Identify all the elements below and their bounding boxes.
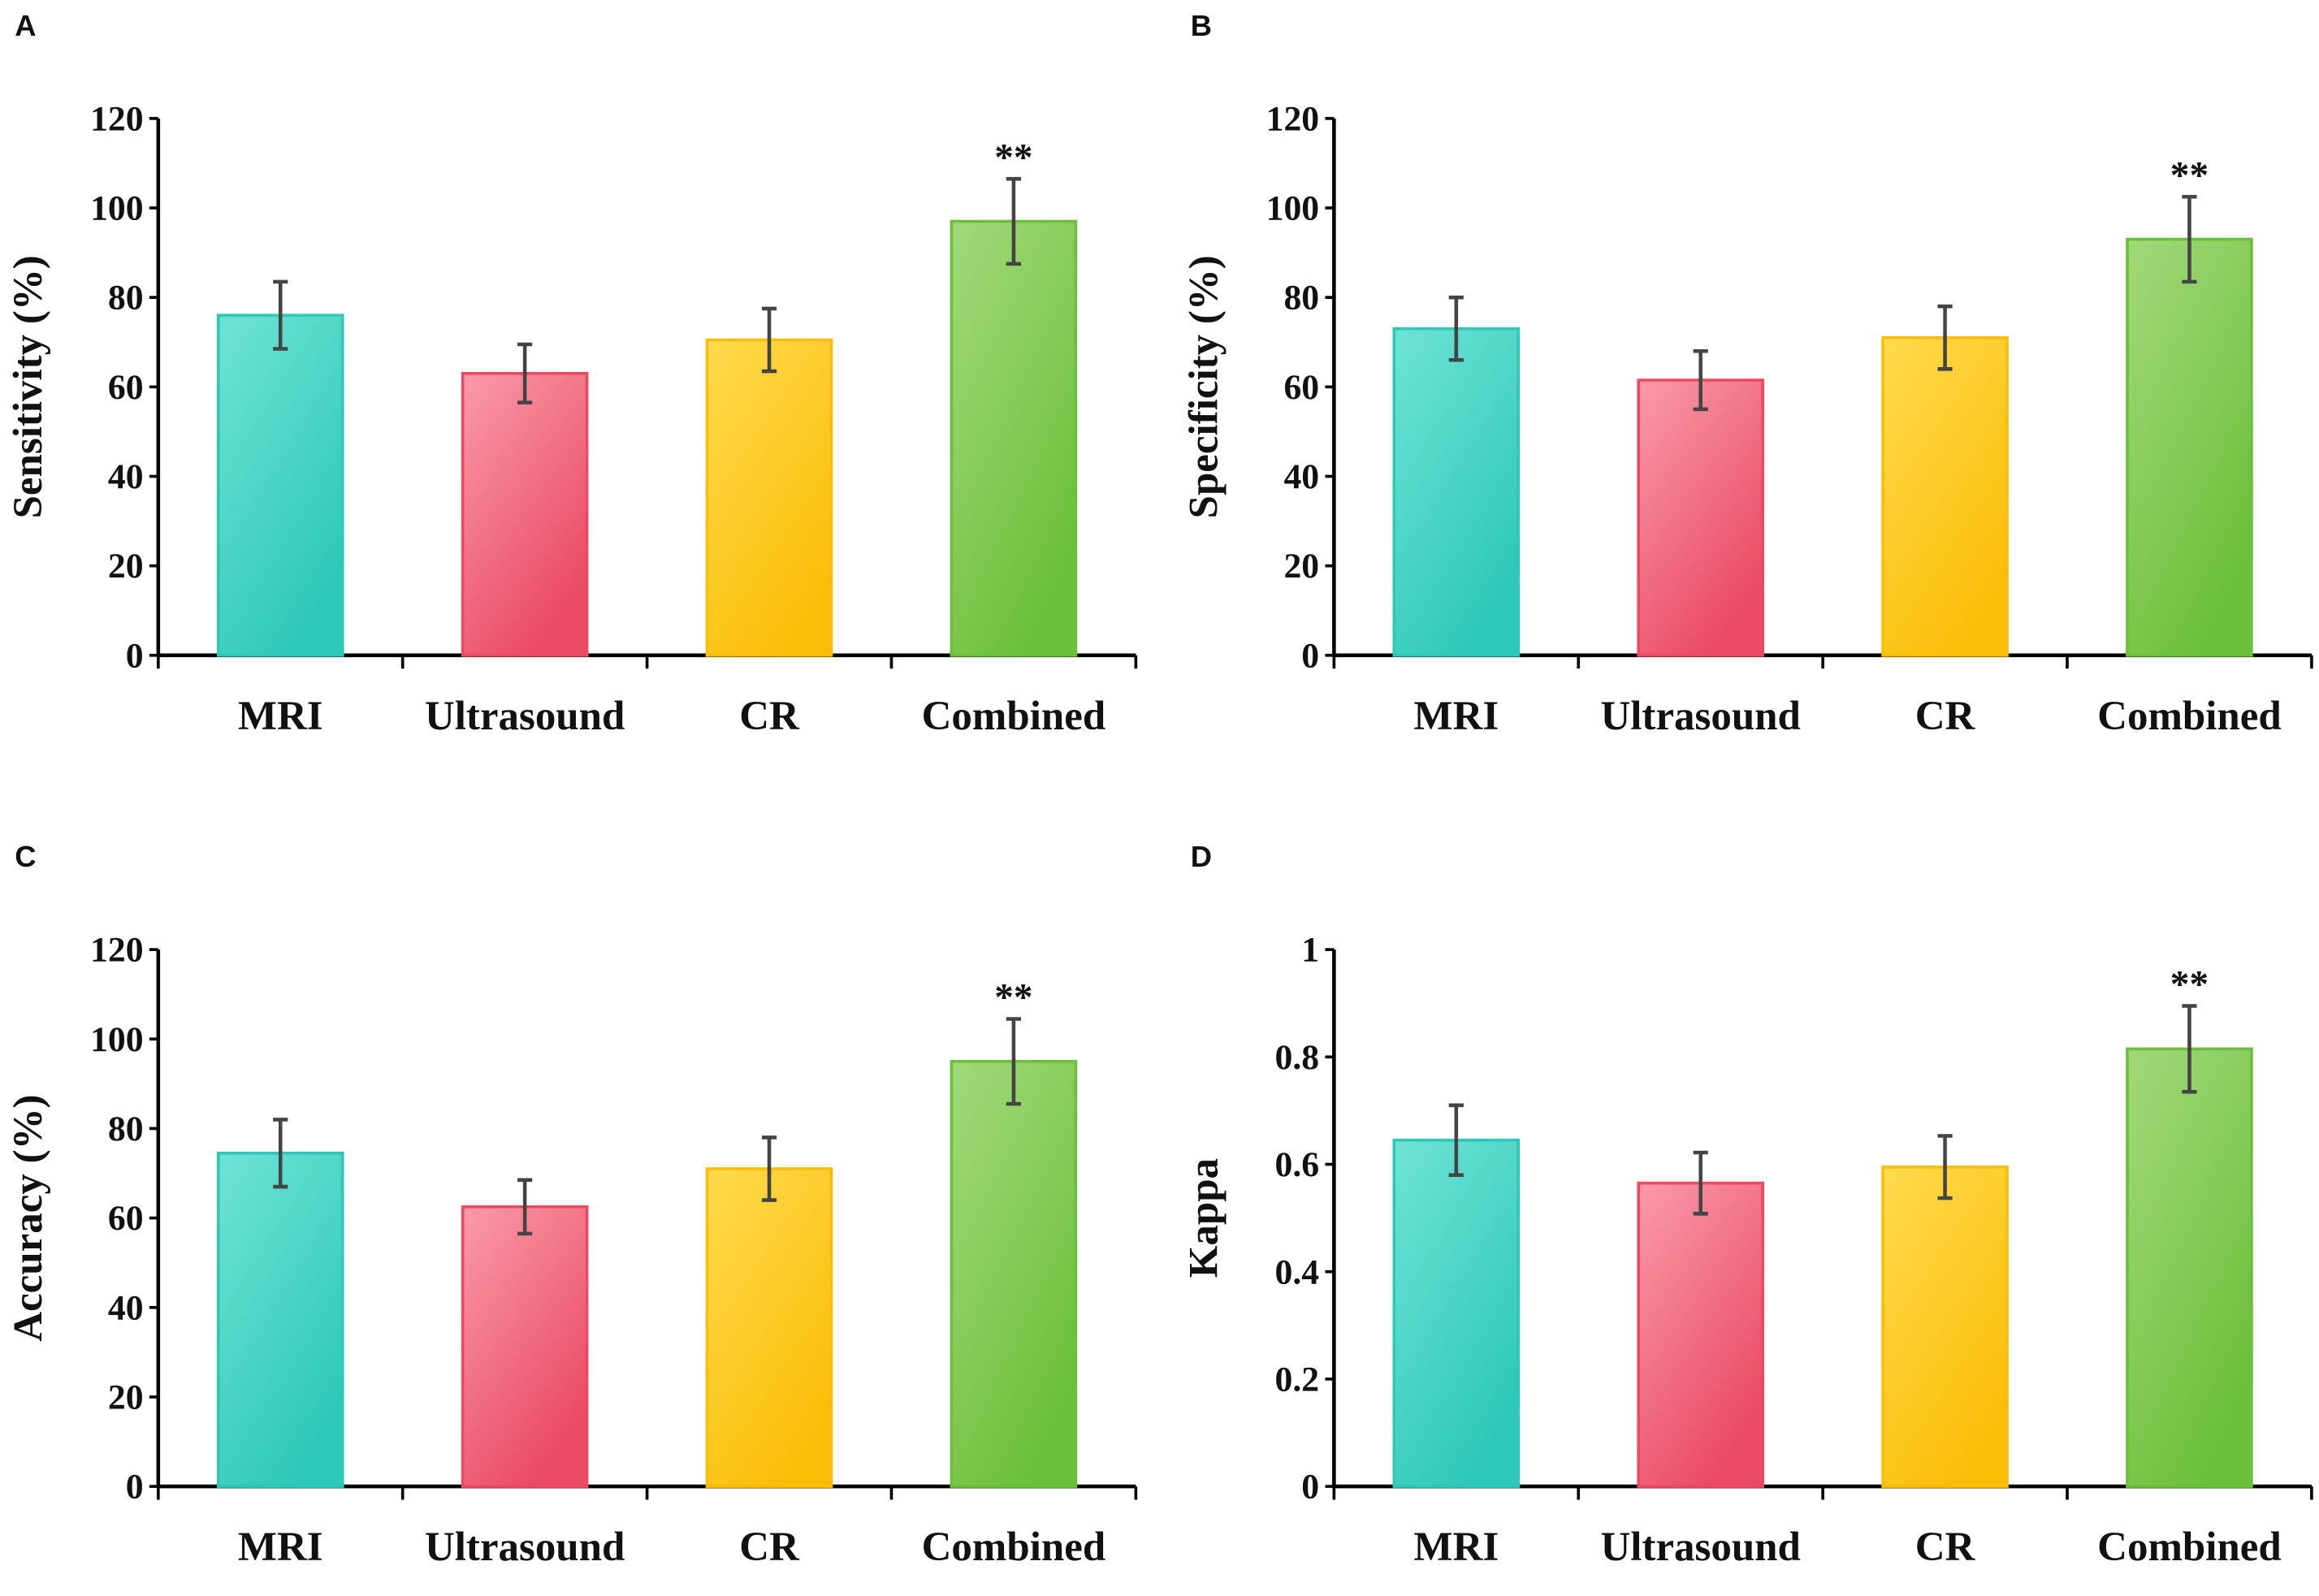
bar-mri bbox=[216, 314, 344, 657]
bar-cr bbox=[1881, 1165, 2009, 1488]
bar-ultrasound bbox=[1637, 378, 1764, 657]
y-tick-label: 0.4 bbox=[1275, 1252, 1320, 1291]
y-tick-label: 20 bbox=[108, 1378, 144, 1417]
bar-mri bbox=[1392, 1138, 1521, 1488]
x-tick-label: MRI bbox=[238, 1525, 323, 1570]
panel-letter: D bbox=[1191, 840, 1212, 873]
x-tick-label: MRI bbox=[1413, 1525, 1499, 1570]
significance-marker: ** bbox=[2170, 154, 2209, 197]
x-tick-label: CR bbox=[739, 1525, 800, 1570]
y-tick-label: 80 bbox=[108, 1109, 144, 1148]
y-tick-label: 100 bbox=[1266, 189, 1320, 228]
x-tick-label: CR bbox=[1915, 1525, 1976, 1570]
y-tick-label: 60 bbox=[108, 1199, 144, 1238]
y-tick-label: 60 bbox=[1283, 368, 1319, 407]
x-tick-label: Ultrasound bbox=[1600, 1525, 1800, 1570]
bar-mri bbox=[216, 1151, 344, 1488]
y-tick-label: 0.8 bbox=[1275, 1038, 1320, 1077]
x-tick-label: Ultrasound bbox=[425, 1525, 625, 1570]
y-tick-label: 40 bbox=[1283, 457, 1319, 496]
x-tick-label: CR bbox=[739, 694, 800, 739]
y-axis-label: Specificity (%) bbox=[1182, 255, 1227, 518]
significance-marker: ** bbox=[994, 136, 1032, 179]
y-tick-label: 20 bbox=[108, 547, 144, 586]
panel-a: A 0 20 40 60 80 100 120 Sensitivity (%) MRI Ultras… bbox=[6, 9, 1138, 739]
bar-cr bbox=[705, 1167, 833, 1488]
y-axis-label: Accuracy (%) bbox=[6, 1094, 51, 1341]
bar-cr bbox=[705, 338, 833, 657]
y-tick-label: 20 bbox=[1283, 547, 1319, 586]
x-tick-label: MRI bbox=[1413, 694, 1499, 739]
panel-c: C 0 20 40 60 80 100 120 Accuracy (%) MRI Ultrasoun… bbox=[6, 840, 1138, 1570]
y-tick-label: 120 bbox=[1266, 99, 1320, 138]
panel-letter: C bbox=[15, 840, 36, 873]
panel-letter: B bbox=[1191, 9, 1212, 42]
y-tick-label: 0 bbox=[126, 1468, 144, 1507]
x-tick-label: Combined bbox=[2097, 1525, 2282, 1570]
y-axis-label: Kappa bbox=[1182, 1158, 1227, 1278]
bar-combined bbox=[950, 219, 1078, 657]
y-tick-label: 80 bbox=[1283, 279, 1319, 318]
y-tick-label: 80 bbox=[108, 279, 144, 318]
x-tick-label: Combined bbox=[922, 1525, 1106, 1570]
y-tick-label: 120 bbox=[90, 931, 144, 970]
y-tick-label: 0.6 bbox=[1275, 1145, 1320, 1184]
y-tick-label: 100 bbox=[90, 1020, 144, 1059]
y-tick-label: 120 bbox=[90, 99, 144, 138]
bar-cr bbox=[1881, 335, 2009, 657]
bar-ultrasound bbox=[461, 1205, 589, 1488]
y-tick-label: 40 bbox=[108, 1288, 144, 1327]
significance-marker: ** bbox=[994, 977, 1032, 1019]
y-tick-label: 0.2 bbox=[1275, 1360, 1320, 1399]
y-tick-label: 0 bbox=[126, 636, 144, 675]
bar-combined bbox=[2126, 237, 2253, 657]
x-tick-label: Ultrasound bbox=[425, 694, 625, 739]
bar-ultrasound bbox=[1637, 1181, 1764, 1488]
panel-d: D 0 0.2 0.4 0.6 0.8 1 Kappa MRI Ultrasound CR ** Com… bbox=[1182, 840, 2313, 1570]
y-tick-label: 0 bbox=[1301, 1468, 1319, 1507]
y-axis-label: Sensitivity (%) bbox=[6, 255, 51, 518]
y-tick-label: 100 bbox=[90, 189, 144, 228]
x-tick-label: MRI bbox=[238, 694, 323, 739]
bar-ultrasound bbox=[461, 371, 589, 657]
bar-combined bbox=[2126, 1047, 2253, 1488]
x-tick-label: Combined bbox=[2097, 694, 2282, 739]
y-tick-label: 40 bbox=[108, 457, 144, 496]
bar-mri bbox=[1392, 327, 1521, 657]
x-tick-label: CR bbox=[1915, 694, 1976, 739]
panel-letter: A bbox=[15, 9, 36, 42]
significance-marker: ** bbox=[2170, 964, 2209, 1006]
panel-b: B 0 20 40 60 80 100 120 Specificity (%) MRI Ultras… bbox=[1182, 9, 2313, 739]
y-tick-label: 1 bbox=[1301, 931, 1319, 970]
x-tick-label: Ultrasound bbox=[1600, 694, 1800, 739]
y-tick-label: 0 bbox=[1301, 636, 1319, 675]
bar-combined bbox=[950, 1060, 1078, 1488]
x-tick-label: Combined bbox=[922, 694, 1106, 739]
y-tick-label: 60 bbox=[108, 368, 144, 407]
